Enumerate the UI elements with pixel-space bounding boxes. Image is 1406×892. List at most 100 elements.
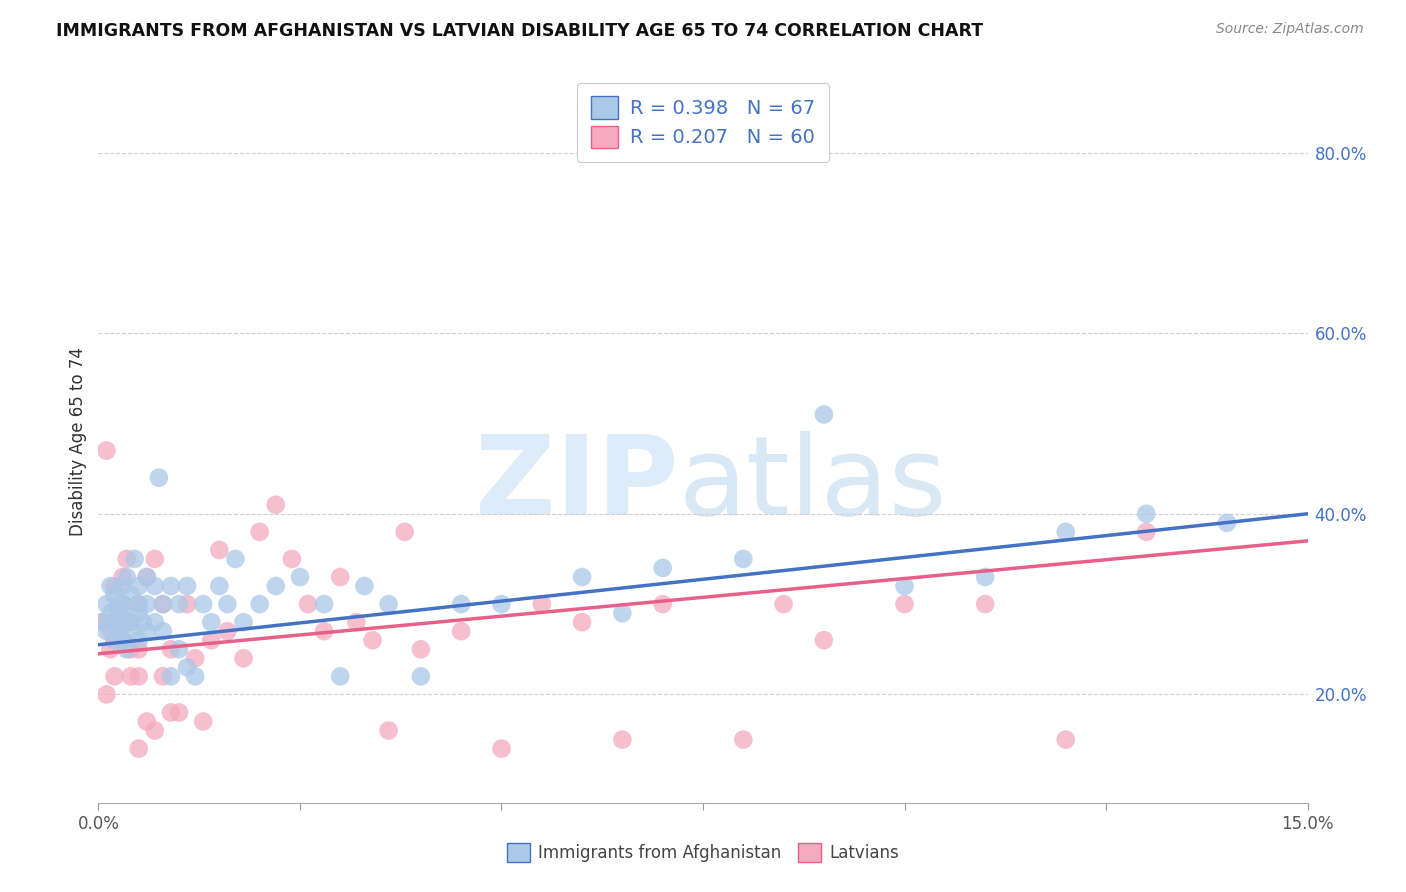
- Point: [120, 615, 142, 630]
- Point: [612, 606, 634, 620]
- Point: [1135, 524, 1157, 539]
- Point: [107, 606, 129, 620]
- Legend: Immigrants from Afghanistan, Latvians: Immigrants from Afghanistan, Latvians: [498, 834, 908, 871]
- Y-axis label: Disability Age 65 to 74: Disability Age 65 to 74: [69, 347, 87, 536]
- Point: [651, 561, 673, 575]
- Point: [974, 570, 997, 584]
- Point: [361, 633, 384, 648]
- Point: [143, 723, 166, 738]
- Point: [217, 597, 239, 611]
- Point: [264, 579, 287, 593]
- Point: [264, 498, 287, 512]
- Point: [111, 570, 134, 584]
- Point: [160, 669, 183, 683]
- Point: [135, 624, 157, 639]
- Point: [377, 597, 399, 611]
- Point: [200, 615, 222, 630]
- Point: [120, 624, 142, 639]
- Point: [491, 597, 513, 611]
- Point: [571, 570, 593, 584]
- Point: [135, 597, 157, 611]
- Point: [217, 624, 239, 639]
- Point: [733, 552, 755, 566]
- Point: [409, 642, 432, 657]
- Point: [232, 615, 254, 630]
- Point: [115, 552, 138, 566]
- Point: [132, 615, 155, 630]
- Point: [115, 642, 138, 657]
- Point: [148, 471, 170, 485]
- Point: [135, 714, 157, 729]
- Point: [152, 597, 174, 611]
- Point: [377, 723, 399, 738]
- Point: [128, 642, 150, 657]
- Point: [893, 579, 915, 593]
- Point: [491, 741, 513, 756]
- Point: [344, 615, 367, 630]
- Point: [120, 588, 142, 602]
- Point: [813, 633, 835, 648]
- Point: [91, 615, 114, 630]
- Point: [128, 633, 150, 648]
- Point: [893, 597, 915, 611]
- Legend: R = 0.398   N = 67, R = 0.207   N = 60: R = 0.398 N = 67, R = 0.207 N = 60: [578, 83, 828, 161]
- Point: [128, 669, 150, 683]
- Point: [111, 633, 134, 648]
- Point: [193, 714, 215, 729]
- Point: [281, 552, 304, 566]
- Point: [232, 651, 254, 665]
- Point: [111, 615, 134, 630]
- Point: [651, 597, 673, 611]
- Point: [100, 624, 122, 639]
- Point: [103, 579, 125, 593]
- Point: [530, 597, 553, 611]
- Point: [100, 642, 122, 657]
- Point: [167, 706, 190, 720]
- Point: [115, 570, 138, 584]
- Point: [167, 597, 190, 611]
- Text: ZIP: ZIP: [475, 432, 679, 539]
- Point: [409, 669, 432, 683]
- Point: [96, 687, 118, 701]
- Point: [176, 660, 198, 674]
- Point: [128, 741, 150, 756]
- Point: [111, 597, 134, 611]
- Point: [772, 597, 794, 611]
- Point: [128, 597, 150, 611]
- Point: [813, 408, 835, 422]
- Point: [288, 570, 311, 584]
- Point: [733, 732, 755, 747]
- Point: [1054, 732, 1077, 747]
- Point: [314, 597, 336, 611]
- Point: [974, 597, 997, 611]
- Point: [135, 570, 157, 584]
- Point: [103, 588, 125, 602]
- Point: [314, 624, 336, 639]
- Point: [103, 669, 125, 683]
- Point: [128, 606, 150, 620]
- Point: [111, 633, 134, 648]
- Point: [103, 633, 125, 648]
- Point: [167, 642, 190, 657]
- Point: [96, 597, 118, 611]
- Point: [249, 524, 271, 539]
- Point: [329, 570, 352, 584]
- Point: [103, 615, 125, 630]
- Point: [353, 579, 375, 593]
- Point: [152, 624, 174, 639]
- Point: [612, 732, 634, 747]
- Point: [103, 615, 125, 630]
- Point: [184, 669, 207, 683]
- Point: [96, 624, 118, 639]
- Point: [100, 579, 122, 593]
- Point: [1054, 524, 1077, 539]
- Point: [91, 615, 114, 630]
- Point: [176, 579, 198, 593]
- Point: [1216, 516, 1239, 530]
- Point: [111, 606, 134, 620]
- Point: [124, 552, 146, 566]
- Point: [96, 443, 118, 458]
- Point: [160, 642, 183, 657]
- Point: [128, 579, 150, 593]
- Point: [224, 552, 246, 566]
